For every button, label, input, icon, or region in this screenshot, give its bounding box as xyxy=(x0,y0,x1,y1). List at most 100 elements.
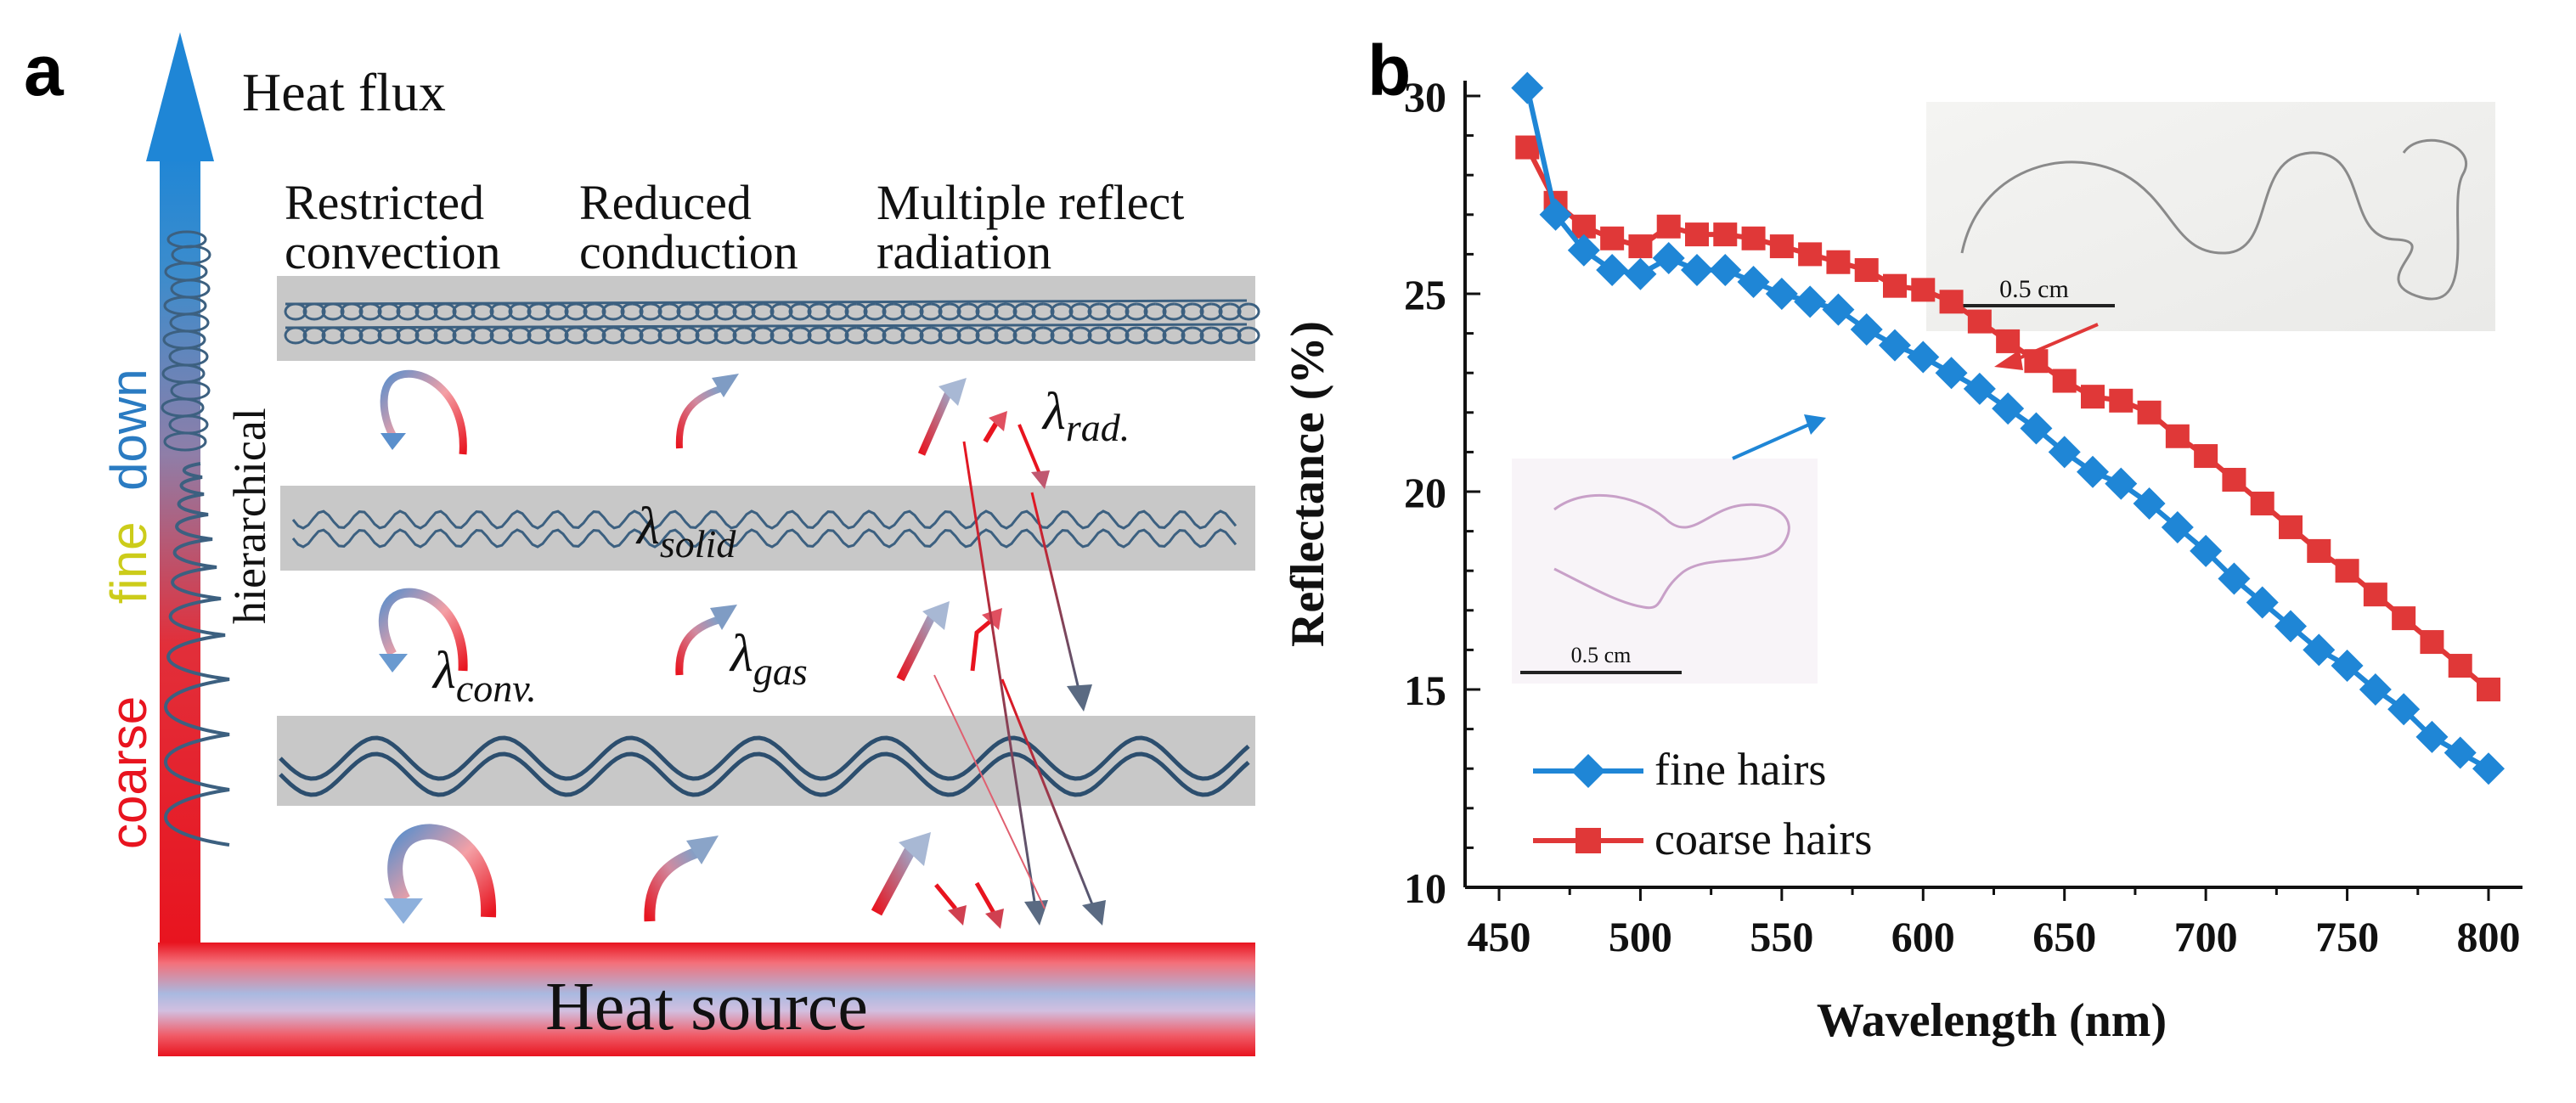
data-point xyxy=(2048,436,2081,469)
x-tick-label: 600 xyxy=(1891,913,1955,960)
data-point xyxy=(2218,562,2251,595)
data-point xyxy=(1826,250,1851,274)
middle-layer xyxy=(280,486,1255,571)
data-point xyxy=(2303,633,2336,667)
data-point xyxy=(2472,752,2505,785)
data-point xyxy=(1850,312,1883,346)
series-fine-hairs xyxy=(1511,71,2505,785)
data-point xyxy=(1596,254,1629,287)
lambda-rad: λrad. xyxy=(1041,383,1130,449)
data-point xyxy=(1600,226,1625,250)
x-tick-label: 800 xyxy=(2457,913,2521,960)
data-point xyxy=(2077,455,2109,488)
down-word: down xyxy=(100,369,157,490)
fine-pointer-arrow xyxy=(1732,423,1810,460)
inset-top-scale-label: 0.5 cm xyxy=(1999,275,2069,303)
x-tick-label: 700 xyxy=(2174,913,2238,960)
radiation-arrow-top-3 xyxy=(1017,424,1042,476)
data-point xyxy=(1515,135,1540,160)
data-point xyxy=(1963,372,1996,405)
radiation-arrowhead-top-2 xyxy=(989,411,1007,431)
data-point xyxy=(2477,678,2500,701)
data-point xyxy=(1539,198,1572,231)
x-tick-label: 450 xyxy=(1468,913,1531,960)
legend-fine-marker xyxy=(1571,754,1605,788)
convection-arrowhead-mid xyxy=(379,654,408,672)
data-point xyxy=(2250,491,2274,515)
hierarchical-coils xyxy=(161,230,211,452)
data-point xyxy=(2415,720,2449,753)
conduction-arrow-bottom xyxy=(644,847,699,922)
radiation-arrow-mid-1 xyxy=(896,609,939,682)
conduction-arrowhead-bottom xyxy=(686,836,719,864)
heat-flux-arrow-head xyxy=(146,32,214,161)
data-point xyxy=(2081,385,2105,409)
data-point xyxy=(1765,278,1798,310)
reflection-line-4 xyxy=(933,674,1046,909)
data-point xyxy=(1737,266,1770,299)
radiation-arrow-bottom-3 xyxy=(974,881,996,914)
radiation-arrowhead-bottom-3 xyxy=(985,909,1004,929)
inset-bottom-scale-label: 0.5 cm xyxy=(1571,643,1632,667)
data-point xyxy=(2190,534,2223,567)
reflection-line-2 xyxy=(1001,678,1097,914)
legend-coarse-marker xyxy=(1575,828,1601,853)
data-point xyxy=(2024,349,2049,374)
data-point xyxy=(2052,369,2077,393)
fine-fiber-strand xyxy=(285,299,1248,306)
y-tick-label: 30 xyxy=(1404,73,1446,121)
data-point xyxy=(2109,388,2134,413)
coarse-fiber-wave xyxy=(279,751,1250,797)
data-point xyxy=(2161,510,2194,543)
fine-fiber-strand xyxy=(285,323,1248,329)
convection-heading-2: convection xyxy=(285,224,500,279)
data-point xyxy=(1709,254,1742,287)
data-point xyxy=(1628,234,1653,259)
coarse-fibers xyxy=(279,735,1250,797)
data-point xyxy=(1996,329,2021,353)
data-point xyxy=(1911,278,1936,302)
chart-legend: fine hairs coarse hairs xyxy=(1533,744,1872,864)
convection-arrowhead-bottom xyxy=(384,898,423,924)
data-point xyxy=(1939,290,1964,314)
fine-fibers xyxy=(284,299,1260,345)
data-point xyxy=(2274,610,2307,643)
reflection-arrowhead-3 xyxy=(1067,684,1092,712)
conduction-arrows xyxy=(644,374,739,922)
data-point xyxy=(2020,412,2053,445)
radiation-arrows xyxy=(871,378,1106,929)
data-point xyxy=(1798,242,1823,267)
inset-pointers xyxy=(1732,323,2099,460)
data-point xyxy=(1879,329,1911,362)
convection-arrow-bottom xyxy=(387,824,497,918)
x-axis-label: Wavelength (nm) xyxy=(1817,994,2167,1047)
data-point xyxy=(1685,222,1709,247)
mechanism-headings: Restricted convection Reduced conduction… xyxy=(285,175,1184,279)
series-coarse-hairs xyxy=(1515,135,2500,701)
radiation-arrow-bottom-1 xyxy=(871,841,919,916)
conduction-arrow-mid xyxy=(675,616,720,676)
y-ticks: 10 15 20 25 30 xyxy=(1404,73,1480,912)
data-point xyxy=(2137,400,2162,425)
panel-a: a Heat flux coarse fine down hierarchica… xyxy=(24,31,1260,1056)
data-point xyxy=(1681,254,1713,287)
reflection-arrowhead-1 xyxy=(1024,900,1048,926)
panel-b-label: b xyxy=(1367,31,1411,110)
y-tick-label: 10 xyxy=(1404,864,1446,912)
data-point xyxy=(2420,630,2444,655)
inset-bottom-photo: 0.5 cm xyxy=(1512,459,1818,684)
radiation-arrowhead-top-1 xyxy=(939,378,967,406)
data-point xyxy=(2331,650,2364,683)
y-tick-label: 25 xyxy=(1404,271,1446,318)
y-axis-label: Reflectance (%) xyxy=(1282,321,1334,647)
data-point xyxy=(2133,487,2166,520)
chart-series xyxy=(1511,71,2505,785)
radiation-heading-2: radiation xyxy=(877,224,1051,279)
heat-flux-label: Heat flux xyxy=(242,62,446,122)
conduction-arrowhead-mid xyxy=(710,605,737,630)
data-point xyxy=(1854,258,1879,283)
coarse-pointer-arrowhead xyxy=(1994,350,2023,370)
reflection-line-1 xyxy=(962,441,1038,914)
middle-fiber-wave xyxy=(291,528,1237,549)
